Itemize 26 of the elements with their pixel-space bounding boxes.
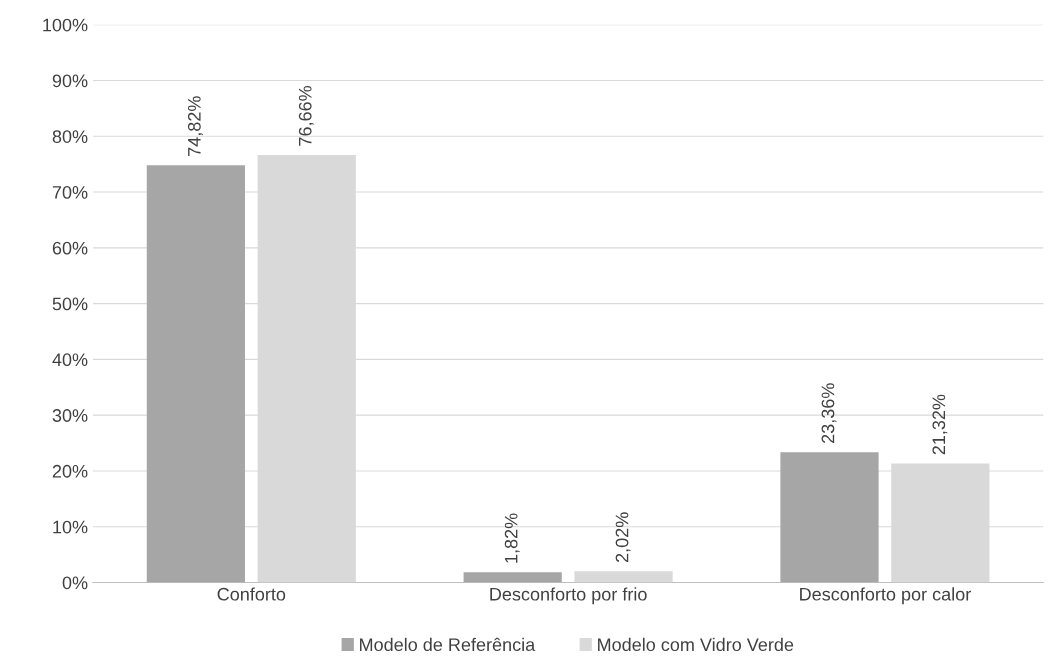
bar (574, 571, 673, 583)
x-tick-label: Desconforto por calor (800, 587, 971, 605)
y-tick-label: 50% (52, 297, 88, 311)
x-tick-label: Desconforto por frio (490, 587, 647, 605)
y-tick-label: 30% (52, 409, 88, 422)
data-label: 76,66% (298, 85, 314, 146)
y-tick-label: 40% (52, 353, 88, 367)
y-tick-label: 20% (52, 464, 88, 478)
y-tick-label: 90% (52, 74, 88, 88)
data-label: 2,02% (615, 512, 631, 562)
data-label: 1,82% (504, 513, 520, 563)
data-label: 23,36% (821, 383, 837, 443)
data-label: 21,32% (932, 394, 948, 455)
bar (780, 452, 879, 583)
y-tick-label: 10% (53, 520, 88, 534)
y-tick-label: 80% (52, 130, 88, 143)
x-tick-label: Conforto (217, 587, 286, 601)
data-label: 74,82% (187, 96, 203, 156)
y-tick-label: 60% (52, 241, 88, 255)
bar (463, 572, 562, 583)
legend-label: Modelo com Vidro Verde (598, 637, 794, 652)
y-tick-label: 0% (62, 576, 88, 590)
y-tick-label: 70% (52, 185, 88, 199)
y-tick-label: 100% (43, 18, 88, 32)
bar (146, 165, 245, 583)
legend-label: Modelo de Referência (360, 637, 536, 652)
